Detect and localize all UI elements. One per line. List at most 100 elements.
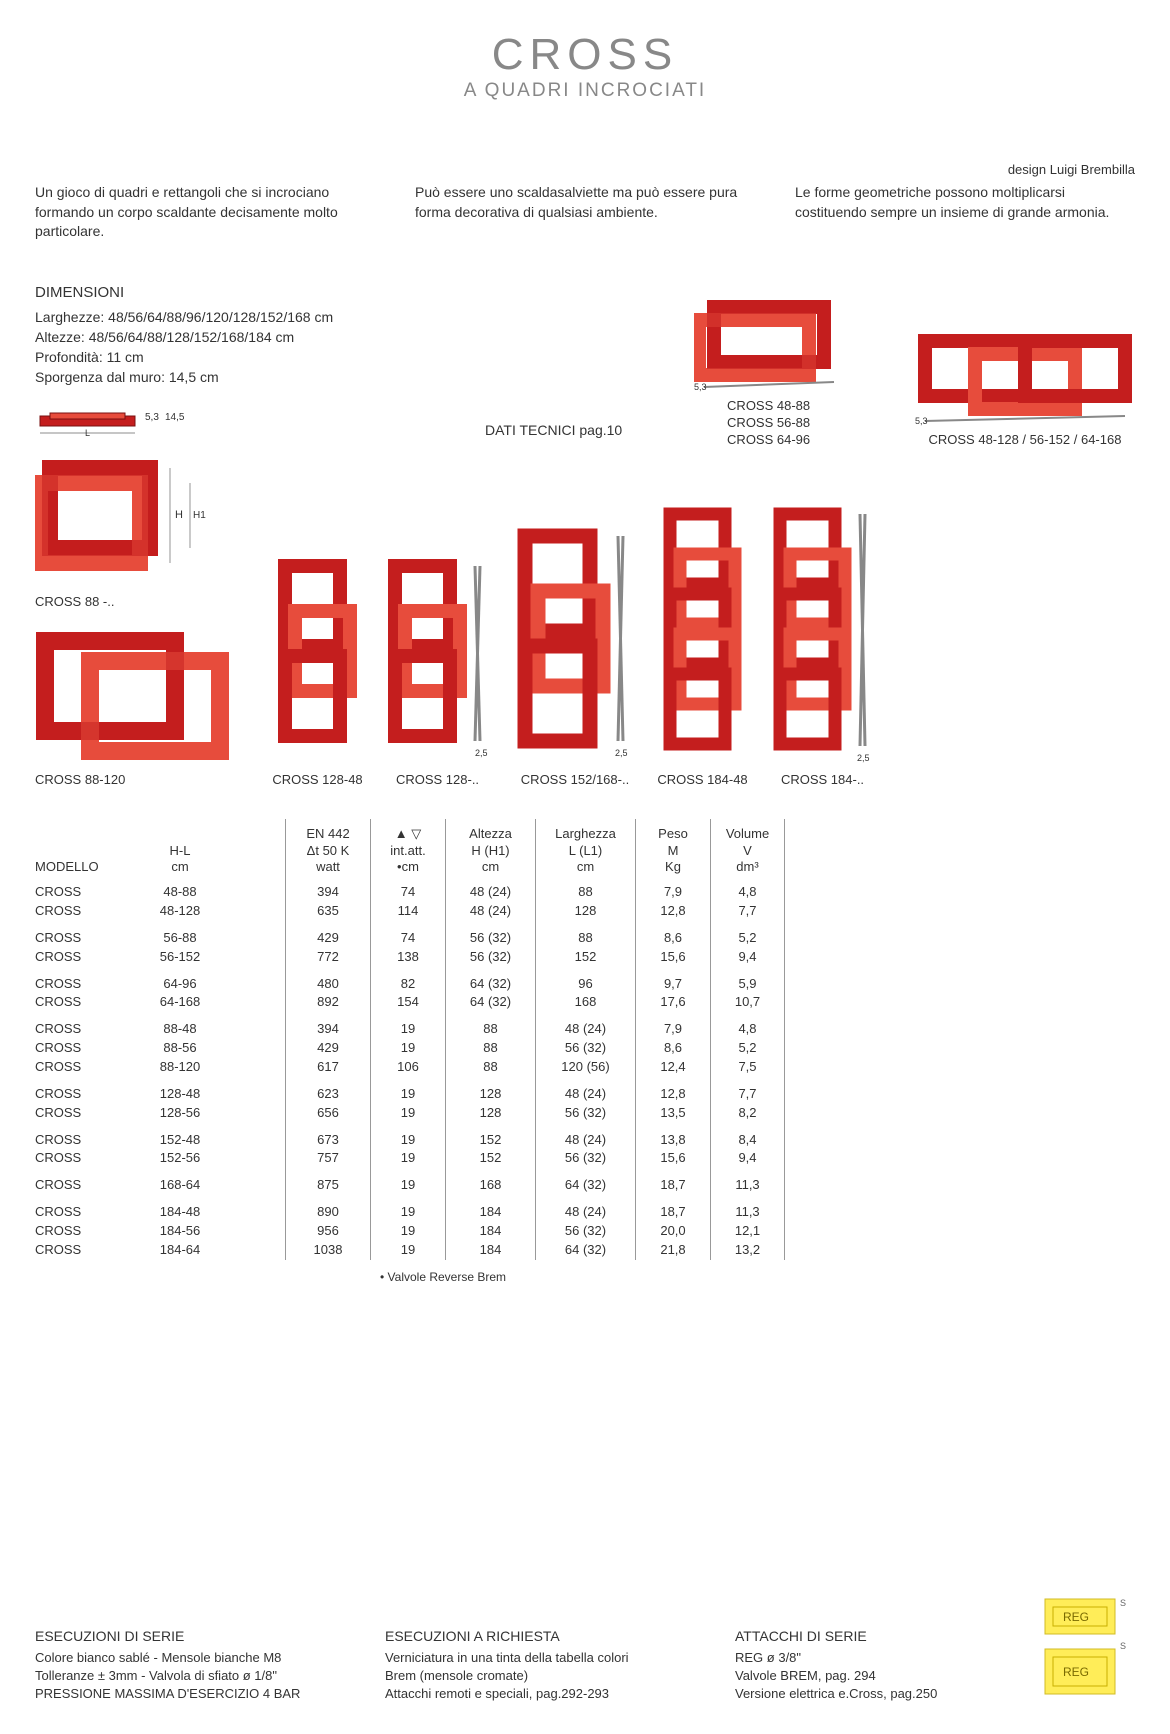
svg-text:2,5: 2,5	[475, 748, 488, 758]
spec-cell: 48-88	[143, 883, 217, 902]
spec-cell: 7,9	[644, 883, 702, 902]
spec-cell: 7,7	[719, 1085, 776, 1104]
spec-group: 8,615,6	[644, 929, 702, 967]
spec-cell: 128-56	[143, 1104, 217, 1123]
spec-cell: 8,4	[719, 1131, 776, 1150]
svg-text:S: S	[1120, 1598, 1126, 1608]
spec-cell: 88-48	[143, 1020, 217, 1039]
spec-cell: 656	[294, 1104, 362, 1123]
spec-cell: 56 (32)	[454, 929, 527, 948]
spec-group: 13,815,6	[644, 1131, 702, 1169]
spec-cell: 12,1	[719, 1222, 776, 1241]
spec-cell: CROSS	[35, 902, 127, 921]
spec-header-cell: Peso	[644, 826, 702, 842]
spec-cell: 184-56	[143, 1222, 217, 1241]
spec-header-cell: Volume	[719, 826, 776, 842]
footer-line: REG ø 3/8"	[735, 1649, 995, 1667]
spec-col-header: VolumeVdm³	[719, 819, 776, 875]
spec-group: 875	[294, 1176, 362, 1195]
spec-cell: 890	[294, 1203, 362, 1222]
spec-cell: 673	[294, 1131, 362, 1150]
spec-cell: 184	[454, 1222, 527, 1241]
spec-header-cell: Altezza	[454, 826, 527, 842]
spec-cell: 48 (24)	[454, 883, 527, 902]
spec-cell: CROSS	[35, 1131, 127, 1150]
spec-header-cell: M	[644, 843, 702, 859]
spec-cell: 13,5	[644, 1104, 702, 1123]
svg-text:L: L	[85, 428, 90, 438]
dims-title: DIMENSIONI	[35, 282, 465, 304]
spec-group: CROSSCROSS	[35, 1085, 127, 1123]
spec-group: 184-48184-56184-64	[143, 1203, 217, 1260]
label-cross184: CROSS 184-..	[781, 772, 864, 789]
spec-cell: 9,4	[719, 948, 776, 967]
spec-group: CROSS	[35, 1176, 127, 1195]
spec-cell: 64 (32)	[544, 1241, 627, 1260]
spec-cell: CROSS	[35, 1104, 127, 1123]
label-cross-wide: CROSS 48-128 / 56-152 / 64-168	[929, 432, 1122, 449]
spec-group: 8,49,4	[719, 1131, 776, 1169]
spec-cell: 128	[544, 902, 627, 921]
spec-cell: 88	[454, 1039, 527, 1058]
tech-note: DATI TECNICI pag.10	[485, 422, 622, 438]
spec-col-header: AltezzaH (H1)cm	[454, 819, 527, 875]
spec-cell: 19	[379, 1020, 437, 1039]
spec-group: 18,720,021,8	[644, 1203, 702, 1260]
spec-col-hl: H-Lcm48-8848-12856-8856-15264-9664-16888…	[135, 819, 225, 1259]
spec-col-header: H-Lcm	[143, 819, 217, 875]
spec-header-cell: int.att.	[379, 843, 437, 859]
dims-larghezze: Larghezze: 48/56/64/88/96/120/128/152/16…	[35, 307, 465, 327]
spec-cell: 138	[379, 948, 437, 967]
label-cross88-120: CROSS 88-120	[35, 772, 125, 789]
spec-table: MODELLOCROSSCROSSCROSSCROSSCROSSCROSSCRO…	[35, 819, 1135, 1259]
spec-group: 4,87,7	[719, 883, 776, 921]
spec-cell: 56 (32)	[544, 1104, 627, 1123]
spec-cell: 128	[454, 1085, 527, 1104]
spec-group: 8909561038	[294, 1203, 362, 1260]
spec-cell: 21,8	[644, 1241, 702, 1260]
spec-cell: 4,8	[719, 1020, 776, 1039]
spec-cell: 74	[379, 929, 437, 948]
spec-group: 673757	[294, 1131, 362, 1169]
spec-cell: 74	[379, 883, 437, 902]
spec-cell: 757	[294, 1149, 362, 1168]
footer-line: Colore bianco sablé - Mensole bianche M8	[35, 1649, 355, 1667]
footer-line: Verniciatura in una tinta della tabella …	[385, 1649, 705, 1667]
spec-cell: CROSS	[35, 1058, 127, 1077]
svg-text:5,3: 5,3	[145, 412, 159, 423]
dimensions-block: DIMENSIONI Larghezze: 48/56/64/88/96/120…	[35, 282, 465, 388]
reg-diagram: REG REG S S	[1025, 1594, 1135, 1704]
spec-cell: 19	[379, 1176, 437, 1195]
spec-col-header: LarghezzaL (L1)cm	[544, 819, 627, 875]
spec-cell: 394	[294, 883, 362, 902]
spec-cell: CROSS	[35, 1149, 127, 1168]
spec-cell: 152	[544, 948, 627, 967]
spec-cell: CROSS	[35, 1020, 127, 1039]
spec-cell: 106	[379, 1058, 437, 1077]
spec-cell: 13,8	[644, 1131, 702, 1150]
footer-line: Versione elettrica e.Cross, pag.250	[735, 1685, 995, 1703]
diagram-cross184-48: CROSS 184-48	[655, 506, 750, 789]
spec-cell: 11,3	[719, 1203, 776, 1222]
spec-cell: 13,2	[719, 1241, 776, 1260]
spec-cell: 635	[294, 902, 362, 921]
spec-header-cell: cm	[143, 859, 217, 875]
spec-cell: 88	[454, 1058, 527, 1077]
spec-col-int: ▲ ▽int.att.•cm74114741388215419191061919…	[370, 819, 445, 1259]
spec-cell: 19	[379, 1085, 437, 1104]
spec-cell: 184-48	[143, 1203, 217, 1222]
spec-cell: 19	[379, 1222, 437, 1241]
spec-cell: CROSS	[35, 993, 127, 1012]
label-cross128-48: CROSS 128-48	[272, 772, 362, 789]
spec-cell: 18,7	[644, 1176, 702, 1195]
spec-cell: 152-48	[143, 1131, 217, 1150]
spec-cell: 5,2	[719, 929, 776, 948]
footer-col-1: ESECUZIONI DI SERIE Colore bianco sablé …	[35, 1627, 355, 1703]
page-subtitle: A QUADRI INCROCIATI	[35, 80, 1135, 102]
spec-group: CROSSCROSS	[35, 1131, 127, 1169]
spec-group: 7,78,2	[719, 1085, 776, 1123]
spec-group: 11,312,113,2	[719, 1203, 776, 1260]
spec-cell: 56 (32)	[454, 948, 527, 967]
spec-group: 82154	[379, 975, 437, 1013]
spec-group: 7,98,612,4	[644, 1020, 702, 1077]
